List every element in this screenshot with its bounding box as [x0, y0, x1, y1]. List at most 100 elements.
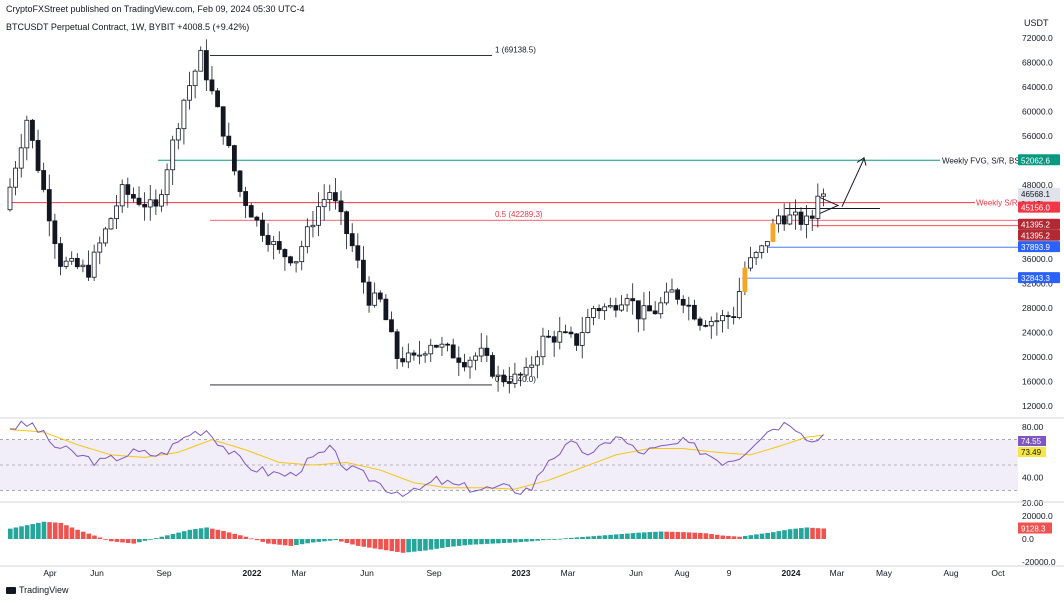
level-41395-tag-2-text: 41395.2	[1021, 232, 1050, 241]
macd-bar	[372, 539, 378, 549]
price-tick-label: 24000.0	[1022, 327, 1053, 337]
level-37893-tag-text: 37893.9	[1021, 243, 1050, 252]
candle-body	[383, 298, 389, 321]
candle	[540, 327, 546, 366]
candle	[613, 297, 619, 318]
macd-pane[interactable]: -20000.0 0.0 20000.0 9128.3	[0, 501, 1064, 567]
candle-body	[585, 317, 591, 334]
macd-bar	[787, 529, 793, 539]
candle	[675, 287, 680, 305]
macd-bar	[703, 533, 709, 539]
macd-bar	[770, 532, 776, 539]
time-axis[interactable]: Apr Jun Sep 2022 Mar Jun Sep 2023 Mar Jun Aug 9 2024…	[0, 565, 1064, 578]
candle-body	[697, 318, 703, 326]
macd-value-tag-bg	[1018, 522, 1052, 534]
level-37893-tag: 37893.9	[1018, 241, 1060, 253]
candle	[624, 293, 630, 312]
candle-body	[798, 211, 804, 225]
macd-bar	[142, 539, 148, 541]
candle	[720, 309, 725, 333]
candle	[781, 203, 787, 231]
candle	[192, 69, 198, 99]
candle-body	[344, 211, 350, 235]
last-price-tag-text: 46568.1	[1021, 190, 1050, 199]
macd-bar	[490, 539, 496, 544]
candle-body	[793, 211, 798, 216]
candle	[80, 259, 86, 273]
fvg-price-tag-text: 52062.6	[1021, 156, 1050, 165]
macd-bar	[552, 539, 557, 540]
macd-bar	[451, 539, 456, 547]
macd-bar	[361, 539, 367, 547]
macd-bar	[36, 522, 41, 539]
candle-body	[781, 215, 787, 225]
candle-body	[119, 184, 125, 207]
rsi-tick-label: 80.00	[1022, 422, 1044, 432]
candle-body	[181, 99, 187, 130]
last-price-tag: 46568.1	[1018, 187, 1060, 199]
macd-bar	[103, 539, 108, 540]
candle-body	[349, 233, 355, 247]
candle-body	[635, 300, 641, 320]
candle-body	[41, 170, 47, 190]
candle	[630, 283, 636, 315]
candle-body	[243, 191, 249, 206]
candle-body	[91, 251, 97, 278]
candle-body	[46, 189, 52, 222]
candle-body	[164, 169, 170, 196]
candle	[506, 367, 512, 394]
time-tick-label: Aug	[943, 568, 958, 578]
macd-bar	[479, 539, 484, 545]
candle	[30, 119, 35, 149]
macd-bar	[226, 532, 232, 539]
time-tick-label: Sep	[156, 568, 171, 578]
macd-bar	[641, 532, 647, 539]
candle-body	[304, 226, 310, 248]
candle-body	[237, 170, 243, 192]
candle	[787, 202, 793, 226]
candle	[433, 344, 439, 349]
candle	[714, 312, 720, 336]
macd-bar	[608, 534, 613, 539]
candle-body	[411, 352, 417, 356]
candle	[815, 183, 821, 228]
candle-body	[652, 310, 658, 315]
macd-bar	[310, 539, 316, 543]
macd-bar	[681, 532, 686, 539]
candle-body	[506, 381, 512, 384]
macd-bar	[41, 521, 47, 539]
candle-body	[108, 218, 114, 230]
candle	[377, 290, 383, 303]
macd-value: 9128.3	[1021, 525, 1046, 534]
candle	[568, 326, 574, 338]
price-tick-label: 48000.0	[1022, 180, 1053, 190]
candle	[417, 340, 422, 365]
candle-body	[288, 256, 293, 264]
price-tick-label: 20000.0	[1022, 352, 1053, 362]
symbol-name: BTCUSDT Perpetual Contract, 1W, BYBIT	[6, 22, 175, 32]
macd-bar	[120, 539, 125, 543]
macd-bar	[58, 522, 64, 539]
time-tick-label: 2024	[782, 568, 801, 578]
price-change: +4008.5 (+9.42%)	[177, 22, 250, 32]
level-41395-tag: 41395.2	[1018, 218, 1060, 230]
level-32843-tag-bg	[1018, 272, 1060, 284]
time-tick-label: Mar	[830, 568, 845, 578]
candle	[692, 299, 697, 321]
projection-path	[819, 197, 840, 214]
macd-tick-label: 20000.0	[1022, 511, 1053, 521]
candle	[181, 98, 187, 145]
macd-bar	[170, 533, 176, 539]
macd-bar	[260, 539, 266, 542]
macd-bar	[793, 528, 798, 539]
candle-body	[18, 147, 24, 169]
candle	[63, 256, 69, 270]
macd-bar	[748, 535, 754, 539]
macd-bar	[765, 532, 770, 539]
macd-bar	[47, 522, 52, 539]
candles-layer	[7, 39, 826, 394]
macd-bar	[602, 535, 608, 539]
sr-price-tag-text: 45156.0	[1021, 204, 1050, 213]
